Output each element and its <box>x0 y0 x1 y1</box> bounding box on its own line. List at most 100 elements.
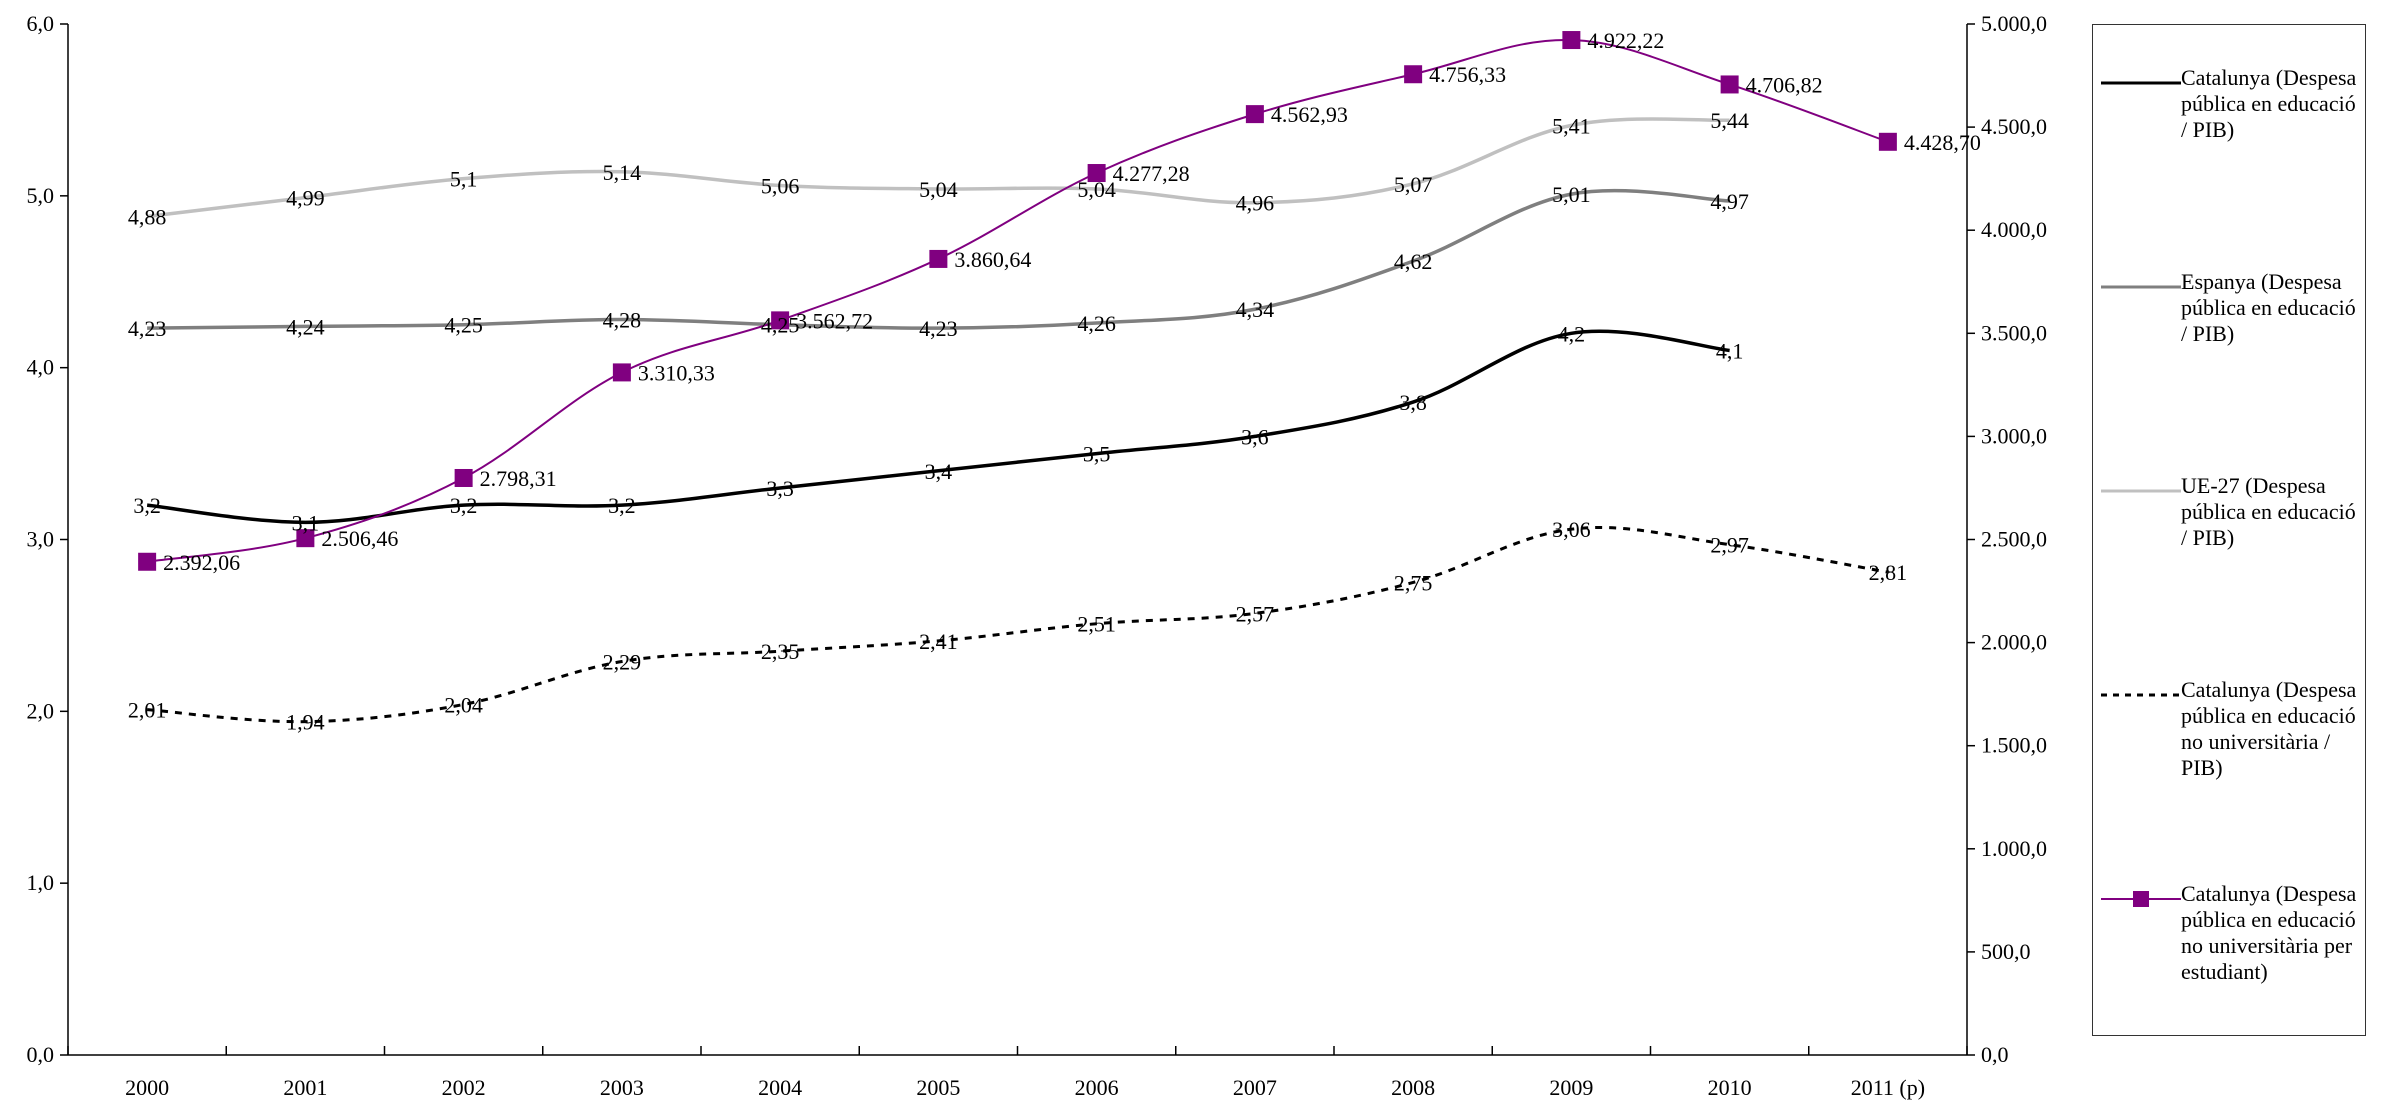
data-label: 4.562,93 <box>1271 102 1348 127</box>
data-point-marker <box>612 363 631 382</box>
legend: Catalunya (Despesa pública en educació /… <box>2092 24 2366 1036</box>
data-label: 4,34 <box>1236 297 1275 322</box>
data-label: 3,2 <box>133 493 161 518</box>
data-label: 3,6 <box>1241 424 1269 449</box>
y-right-tick-label: 4.000,0 <box>1981 217 2047 242</box>
data-label: 2,75 <box>1394 570 1433 595</box>
legend-label: Catalunya (Despesa pública en educació n… <box>2181 677 2357 780</box>
y-right-tick-label: 2.500,0 <box>1981 527 2047 552</box>
data-label: 5,04 <box>1077 177 1116 202</box>
data-label: 5,07 <box>1394 172 1433 197</box>
y-left-tick-label: 6,0 <box>27 11 55 36</box>
data-label: 2,57 <box>1236 601 1275 626</box>
y-right-tick-label: 1.500,0 <box>1981 733 2047 758</box>
legend-swatch-purple-marker <box>2101 891 2181 907</box>
data-label: 2,35 <box>761 639 800 664</box>
legend-swatch-solid-gray <box>2101 285 2181 289</box>
x-tick-label: 2003 <box>600 1075 644 1100</box>
data-label: 4,25 <box>444 313 483 338</box>
data-label: 2,81 <box>1869 560 1908 585</box>
legend-label: UE-27 (Despesa pública en educació / PIB… <box>2181 473 2356 550</box>
data-label: 4,23 <box>128 316 167 341</box>
x-tick-label: 2006 <box>1075 1075 1119 1100</box>
y-left-tick-label: 2,0 <box>27 698 55 723</box>
legend-swatch-solid-lightgray <box>2101 489 2181 493</box>
data-label: 4.428,70 <box>1904 130 1981 155</box>
series-layer <box>138 31 1897 724</box>
data-label: 5,44 <box>1710 108 1749 133</box>
data-label: 4,26 <box>1077 311 1116 336</box>
x-tick-label: 2011 (p) <box>1851 1075 1925 1100</box>
legend-label: Catalunya (Despesa pública en educació /… <box>2181 65 2357 142</box>
legend-label: Espanya (Despesa pública en educació / P… <box>2181 269 2356 346</box>
y-right-tick-label: 0,0 <box>1981 1042 2009 1067</box>
data-label: 3.860,64 <box>954 247 1031 272</box>
data-label: 5,41 <box>1552 113 1591 138</box>
y-right-tick-label: 5.000,0 <box>1981 11 2047 36</box>
data-point-marker <box>1404 65 1423 84</box>
data-label: 4,2 <box>1558 321 1586 346</box>
data-label: 5,14 <box>603 160 642 185</box>
x-tick-label: 2010 <box>1708 1075 1752 1100</box>
data-label: 2,97 <box>1710 533 1749 558</box>
data-label: 4,23 <box>919 316 958 341</box>
series-line-espanya-pib <box>147 188 1730 330</box>
data-label: 4.277,28 <box>1113 161 1190 186</box>
data-label: 3,8 <box>1399 390 1427 415</box>
y-left-tick-label: 4,0 <box>27 355 55 380</box>
data-label: 4,62 <box>1394 249 1433 274</box>
data-label: 4,97 <box>1710 189 1749 214</box>
series-line-catalunya-pib <box>146 329 1730 525</box>
y-left-tick-label: 3,0 <box>27 527 55 552</box>
data-point-marker <box>929 249 948 268</box>
data-label: 4,88 <box>128 204 167 229</box>
y-left-tick-label: 5,0 <box>27 183 55 208</box>
data-label: 3.562,72 <box>796 308 873 333</box>
data-label: 4.756,33 <box>1429 62 1506 87</box>
data-label: 2.506,46 <box>321 526 398 551</box>
y-right-tick-label: 3.000,0 <box>1981 423 2047 448</box>
legend-label: Catalunya (Despesa pública en educació n… <box>2181 881 2357 984</box>
data-label: 4,28 <box>603 308 642 333</box>
axes: 0,0 1,0 2,0 3,0 4,0 5,0 6,0 0,0 500,0 1.000,0 1.50… <box>27 11 2048 1100</box>
data-point-marker <box>138 552 157 571</box>
y-right-tick-label: 500,0 <box>1981 939 2031 964</box>
data-point-marker <box>771 311 790 330</box>
data-label: 2,51 <box>1077 612 1116 637</box>
data-label: 4,96 <box>1236 191 1275 216</box>
data-point-marker <box>454 468 473 487</box>
data-label: 4.706,82 <box>1746 72 1823 97</box>
series-line-catalunya-no-univ-pib <box>147 526 1889 724</box>
data-point-marker <box>1087 164 1106 183</box>
data-label: 3,06 <box>1552 517 1591 542</box>
data-label: 4,24 <box>286 314 325 339</box>
data-label: 1,94 <box>286 710 325 735</box>
data-point-marker <box>1562 31 1581 50</box>
data-label: 2,41 <box>919 629 958 654</box>
y-right-tick-label: 1.000,0 <box>1981 836 2047 861</box>
data-label: 3,3 <box>766 476 794 501</box>
x-tick-label: 2007 <box>1233 1075 1277 1100</box>
data-label: 3,2 <box>608 493 636 518</box>
data-point-marker <box>296 529 315 548</box>
data-label: 5,1 <box>450 167 478 192</box>
data-label: 3,2 <box>450 493 478 518</box>
x-tick-label: 2008 <box>1391 1075 1435 1100</box>
y-left-tick-label: 0,0 <box>27 1042 55 1067</box>
x-tick-label: 2005 <box>916 1075 960 1100</box>
y-left-tick-label: 1,0 <box>27 870 55 895</box>
legend-swatch-solid-black <box>2101 81 2181 85</box>
y-right-tick-label: 4.500,0 <box>1981 114 2047 139</box>
data-label: 3,5 <box>1083 442 1111 467</box>
data-label: 4.922,22 <box>1587 28 1664 53</box>
legend-swatch-dashed-black <box>2101 693 2181 697</box>
data-label: 2.798,31 <box>480 466 557 491</box>
data-point-marker <box>1245 105 1264 124</box>
data-label: 2.392,06 <box>163 550 240 575</box>
data-label: 3.310,33 <box>638 360 715 385</box>
data-label: 3,1 <box>292 510 320 535</box>
x-tick-label: 2001 <box>283 1075 327 1100</box>
data-point-marker <box>1720 75 1739 94</box>
data-label: 4,1 <box>1716 338 1744 363</box>
